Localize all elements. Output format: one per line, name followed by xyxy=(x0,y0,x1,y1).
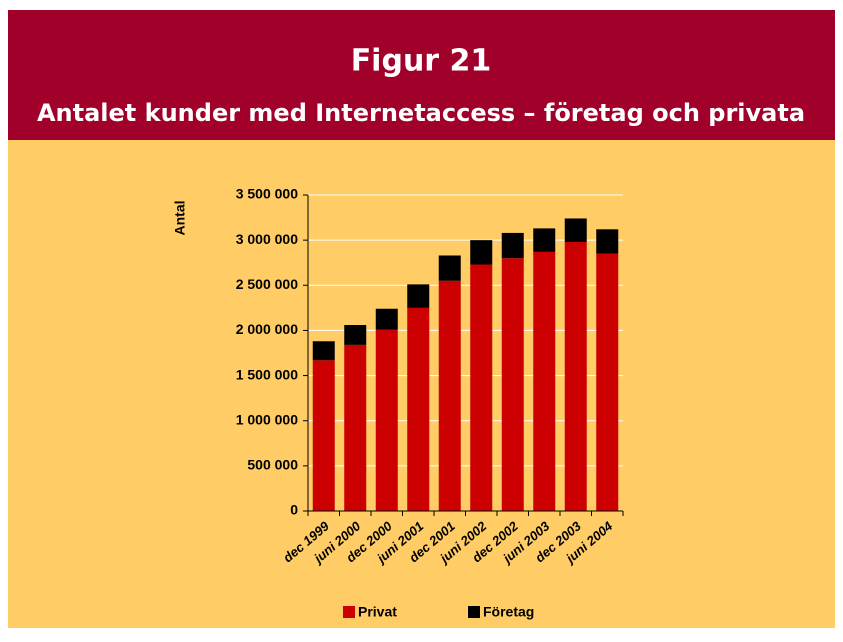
bar-segment xyxy=(564,218,587,242)
legend-label: Företag xyxy=(483,604,534,620)
y-tick-label: 1 500 000 xyxy=(236,366,298,382)
header-band xyxy=(8,10,835,140)
y-tick-label: 3 500 000 xyxy=(236,186,298,202)
y-tick-label: 2 000 000 xyxy=(236,321,298,337)
bar-segment xyxy=(375,308,398,330)
bar-segment xyxy=(312,360,335,511)
bar-segment xyxy=(438,255,461,281)
legend-swatch xyxy=(343,606,355,618)
bar-segment xyxy=(564,241,587,511)
y-tick-label: 500 000 xyxy=(247,457,298,473)
bar-segment xyxy=(470,264,493,511)
bar-segment xyxy=(501,232,524,259)
bar-segment xyxy=(596,229,619,254)
bar-segment xyxy=(312,341,335,361)
bar-segment xyxy=(344,325,367,345)
chart-subtitle: Antalet kunder med Internetaccess – före… xyxy=(37,99,805,127)
bar-segment xyxy=(438,280,461,511)
y-tick-label: 1 000 000 xyxy=(236,411,298,427)
bar-segment xyxy=(533,228,556,252)
legend-label: Privat xyxy=(358,604,397,620)
y-axis-label: Antal xyxy=(172,201,188,236)
bar-segment xyxy=(596,253,619,511)
chart-title: Figur 21 xyxy=(351,44,492,79)
bar-segment xyxy=(407,307,430,511)
y-tick-label: 2 500 000 xyxy=(236,276,298,292)
legend-swatch xyxy=(468,606,480,618)
y-tick-label: 3 000 000 xyxy=(236,231,298,247)
bar-segment xyxy=(344,344,367,511)
y-tick-label: 0 xyxy=(290,502,298,518)
bar-segment xyxy=(533,251,556,511)
bar-segment xyxy=(470,240,493,265)
bar-segment xyxy=(501,258,524,511)
bar-segment xyxy=(407,284,430,308)
bar-segment xyxy=(375,329,398,511)
